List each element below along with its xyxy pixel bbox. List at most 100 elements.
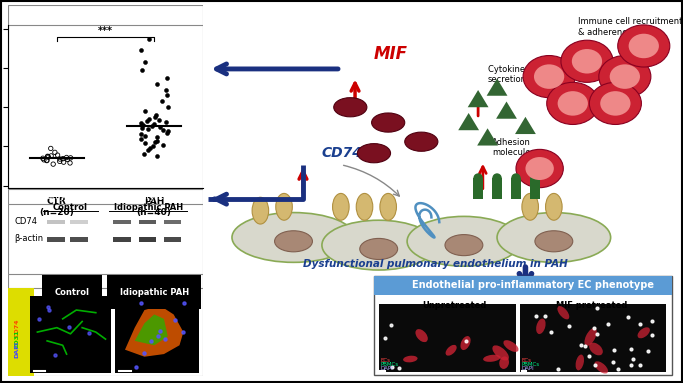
Text: ECs: ECs <box>522 358 531 363</box>
Point <box>609 347 619 354</box>
Point <box>38 155 48 161</box>
Circle shape <box>610 64 640 89</box>
Ellipse shape <box>275 231 312 252</box>
Point <box>64 324 74 330</box>
Text: Endothelial pro-inflammatory EC phenotype: Endothelial pro-inflammatory EC phenotyp… <box>412 280 654 290</box>
Bar <box>473 178 483 199</box>
Ellipse shape <box>546 193 562 220</box>
Text: CD74: CD74 <box>14 318 19 337</box>
Point <box>141 118 152 124</box>
Point <box>540 313 550 319</box>
Bar <box>113 237 131 242</box>
Ellipse shape <box>357 144 391 163</box>
Point <box>158 127 169 133</box>
Point <box>152 153 163 159</box>
Point <box>170 317 181 323</box>
Point <box>163 128 173 134</box>
Point <box>135 120 146 126</box>
Text: Idiopathic PAH: Idiopathic PAH <box>114 203 183 213</box>
Bar <box>374 276 672 375</box>
Text: Cytokine / Chemokine
secretion: Cytokine / Chemokine secretion <box>488 65 581 84</box>
Ellipse shape <box>522 193 538 220</box>
Ellipse shape <box>512 173 520 183</box>
Ellipse shape <box>334 98 367 117</box>
Text: CD74: CD74 <box>322 146 363 160</box>
Text: MIF pretreated: MIF pretreated <box>556 301 628 309</box>
Point <box>152 134 163 140</box>
Point <box>393 365 404 372</box>
Point <box>145 338 156 344</box>
Ellipse shape <box>589 343 603 355</box>
Point <box>137 67 148 73</box>
Point <box>57 155 68 162</box>
Text: Paraffin embedded lung tissues:: Paraffin embedded lung tissues: <box>33 277 178 286</box>
Point <box>386 322 397 328</box>
Bar <box>70 237 88 242</box>
Point <box>626 362 637 368</box>
Text: DAPI: DAPI <box>380 366 393 371</box>
Text: Dysfunctional pulmonary endothelium in PAH: Dysfunctional pulmonary endothelium in P… <box>303 259 568 269</box>
Point <box>643 348 654 354</box>
Point <box>45 146 56 152</box>
Point <box>162 92 173 98</box>
Point <box>147 123 158 129</box>
Circle shape <box>572 49 602 74</box>
Point <box>49 352 60 358</box>
Point <box>178 329 189 335</box>
Point <box>46 153 57 159</box>
Point <box>161 87 171 93</box>
Point <box>460 339 471 345</box>
Polygon shape <box>135 314 168 345</box>
Ellipse shape <box>403 356 417 362</box>
Point <box>162 130 173 136</box>
Polygon shape <box>125 306 183 357</box>
Ellipse shape <box>360 238 398 260</box>
Point <box>48 161 59 167</box>
Point <box>54 158 65 164</box>
Point <box>83 330 94 336</box>
Polygon shape <box>486 79 507 96</box>
Point <box>42 153 53 159</box>
Point <box>591 331 602 337</box>
Point <box>647 332 658 338</box>
Text: β-actin: β-actin <box>14 234 43 243</box>
Bar <box>47 237 65 242</box>
Text: Control: Control <box>55 288 90 297</box>
Point <box>178 300 189 306</box>
Point <box>552 365 563 372</box>
Point <box>49 149 60 155</box>
Point <box>143 36 154 42</box>
Point <box>135 300 146 306</box>
Bar <box>8 204 203 274</box>
Ellipse shape <box>637 327 650 338</box>
Bar <box>29 296 111 373</box>
Point <box>34 316 45 322</box>
Point <box>589 362 600 368</box>
Text: Immune cell recruitment
& adherence: Immune cell recruitment & adherence <box>578 17 682 36</box>
Bar <box>115 296 199 373</box>
Text: PBMCs: PBMCs <box>522 362 540 367</box>
Point <box>157 98 168 105</box>
Point <box>591 305 602 311</box>
Point <box>584 354 595 360</box>
Bar <box>374 276 672 295</box>
Point <box>627 356 638 362</box>
Ellipse shape <box>499 357 509 369</box>
Point <box>137 124 148 131</box>
Point <box>140 140 151 146</box>
Point <box>380 335 391 341</box>
Bar <box>512 178 520 199</box>
Ellipse shape <box>594 361 608 373</box>
Ellipse shape <box>536 319 546 334</box>
Polygon shape <box>458 113 479 130</box>
Bar <box>8 25 203 188</box>
Point <box>145 146 156 152</box>
Ellipse shape <box>415 329 428 342</box>
Point <box>62 156 73 162</box>
Point <box>65 155 76 161</box>
Circle shape <box>516 149 563 188</box>
Point <box>635 321 645 327</box>
Polygon shape <box>477 128 498 146</box>
Point <box>152 332 163 339</box>
Text: Idiopathic PAH: Idiopathic PAH <box>120 288 189 297</box>
